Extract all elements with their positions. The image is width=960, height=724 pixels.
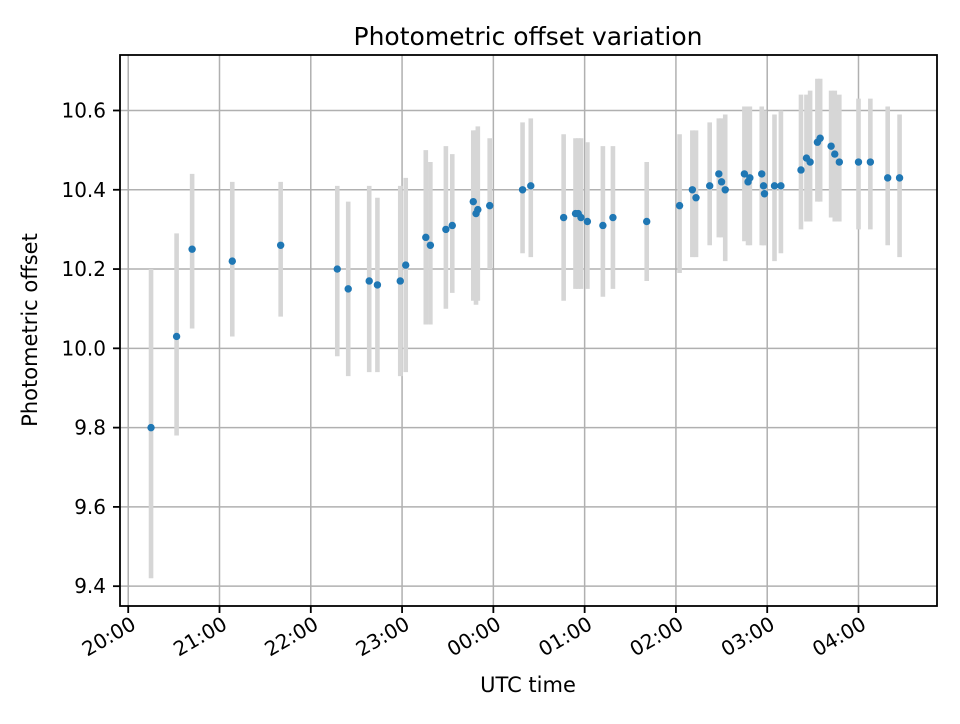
y-tick-label: 10.6 [61, 98, 106, 122]
data-point [758, 170, 766, 178]
data-point [835, 158, 844, 166]
data-point [599, 221, 607, 230]
data-point [276, 241, 285, 249]
data-point [831, 150, 839, 158]
data-point [373, 281, 382, 289]
chart-title: Photometric offset variation [354, 22, 703, 51]
data-point [740, 170, 749, 178]
data-point [816, 134, 824, 142]
data-point [583, 217, 592, 226]
data-point [854, 158, 863, 166]
data-point [426, 241, 435, 249]
data-point [577, 213, 585, 222]
data-point [486, 201, 494, 210]
data-point [643, 217, 651, 226]
data-point [518, 186, 527, 194]
data-point [746, 174, 754, 182]
data-point [866, 158, 875, 166]
data-point [675, 201, 684, 210]
y-tick-label: 10.4 [61, 178, 106, 202]
data-point [172, 332, 181, 341]
data-point [188, 245, 196, 253]
data-point [344, 285, 352, 293]
data-point [402, 261, 410, 269]
data-point [333, 265, 341, 273]
data-point [692, 194, 700, 202]
data-point [559, 213, 568, 222]
data-point [827, 142, 835, 150]
data-point [895, 174, 904, 182]
data-point [609, 213, 617, 222]
data-point [469, 197, 477, 206]
data-point [147, 423, 155, 432]
point-layer [147, 134, 904, 432]
data-point [527, 182, 535, 190]
data-point [448, 221, 456, 230]
y-tick-label: 10.2 [61, 257, 106, 281]
data-point [396, 277, 404, 285]
data-point [777, 182, 785, 190]
plot-border [119, 54, 938, 607]
data-point [806, 158, 814, 166]
data-point [760, 190, 769, 198]
data-point [770, 182, 779, 190]
data-point [759, 182, 768, 190]
data-point [721, 186, 729, 194]
data-point [422, 233, 430, 242]
y-tick-label: 9.8 [74, 416, 106, 440]
y-tick-label: 9.4 [74, 574, 106, 598]
data-point [442, 225, 450, 234]
y-tick-label: 10.0 [61, 336, 106, 360]
x-axis-label: UTC time [480, 673, 576, 697]
data-point [228, 257, 236, 265]
y-tick-label: 9.6 [74, 495, 106, 519]
data-point [797, 166, 805, 174]
data-point [715, 170, 723, 178]
data-point [706, 182, 714, 190]
y-axis-label: Photometric offset [18, 233, 42, 427]
data-point [688, 186, 697, 194]
data-point [365, 277, 373, 285]
data-point [474, 205, 482, 214]
data-point [717, 178, 726, 186]
data-point [884, 174, 892, 182]
